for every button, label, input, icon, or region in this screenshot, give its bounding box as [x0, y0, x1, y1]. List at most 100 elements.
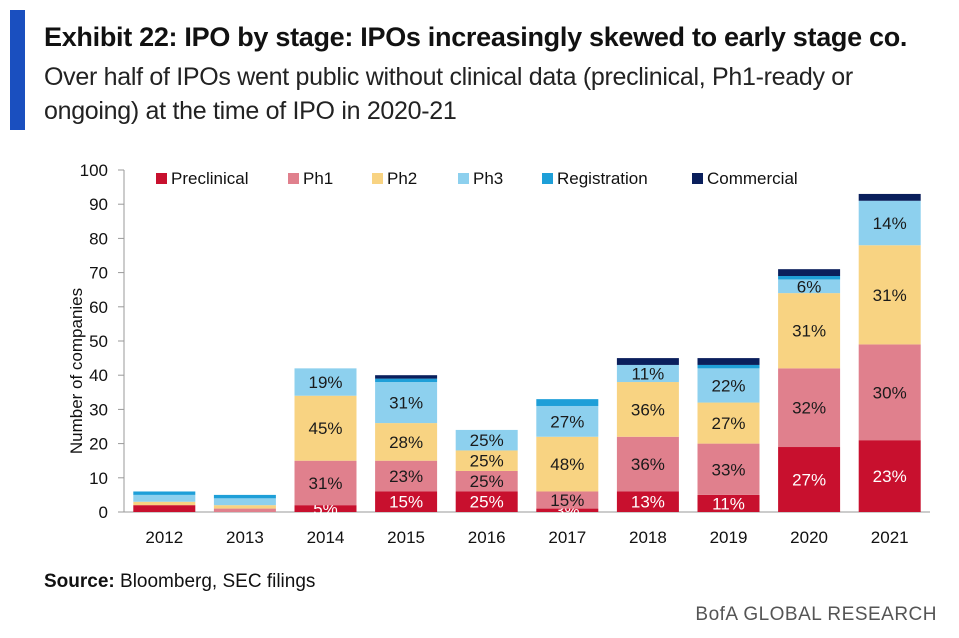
legend-swatch	[288, 173, 299, 184]
y-tick-label: 50	[89, 332, 108, 351]
brand-footer: BofA GLOBAL RESEARCH	[695, 604, 937, 625]
y-tick-label: 60	[89, 298, 108, 317]
bar-segment	[616, 358, 679, 365]
y-tick-label: 30	[89, 400, 108, 419]
data-label: 6%	[797, 277, 822, 296]
legend-swatch	[372, 173, 383, 184]
bar-segment	[375, 378, 438, 383]
data-label: 27%	[550, 412, 584, 431]
data-label: 28%	[389, 433, 423, 452]
legend-swatch	[542, 173, 553, 184]
legend-label: Commercial	[707, 169, 798, 188]
x-tick-label: 2012	[145, 528, 183, 547]
source-label: Source:	[44, 571, 115, 592]
bar-segment	[778, 276, 841, 280]
legend-swatch	[156, 173, 167, 184]
accent-bar	[10, 10, 25, 130]
data-label: 48%	[550, 455, 584, 474]
bar-segment	[375, 382, 438, 424]
bar-segment	[375, 423, 438, 461]
x-tick-label: 2018	[629, 528, 667, 547]
bar-segment	[778, 293, 841, 369]
x-tick-label: 2014	[307, 528, 345, 547]
data-label: 45%	[308, 419, 342, 438]
bar-segment	[133, 491, 196, 495]
bar-segment	[616, 491, 679, 512]
data-label: 23%	[389, 467, 423, 486]
bar-segment	[858, 440, 921, 512]
y-axis-title: Number of companies	[67, 288, 86, 454]
legend-swatch	[692, 173, 703, 184]
data-label: 31%	[792, 322, 826, 341]
legend-label: Registration	[557, 169, 648, 188]
bar-segment	[536, 436, 599, 492]
bar-segment	[536, 405, 599, 437]
bar-segment	[536, 491, 599, 509]
x-tick-label: 2019	[710, 528, 748, 547]
data-label: 25%	[470, 452, 504, 471]
data-label: 30%	[873, 383, 907, 402]
bar-segment	[858, 245, 921, 345]
data-label: 25%	[470, 493, 504, 512]
data-label: 15%	[550, 491, 584, 510]
y-tick-label: 20	[89, 435, 108, 454]
data-label: 19%	[308, 373, 342, 392]
bar-segment	[133, 494, 196, 502]
legend-label: Ph3	[473, 169, 503, 188]
bar-segment	[375, 460, 438, 492]
bar-segment	[697, 364, 760, 369]
data-label: 25%	[470, 472, 504, 491]
bar-segment	[213, 505, 276, 509]
data-label: 36%	[631, 400, 665, 419]
bar-segment	[697, 368, 760, 403]
bar-segment	[536, 399, 599, 406]
data-label: 36%	[631, 455, 665, 474]
bar-segment	[294, 368, 357, 396]
bar-segment	[133, 505, 196, 512]
bar-segment	[294, 460, 357, 506]
data-label: 27%	[792, 471, 826, 490]
y-tick-label: 80	[89, 229, 108, 248]
bar-segment	[616, 436, 679, 492]
legend-swatch	[458, 173, 469, 184]
bar-segment	[858, 193, 921, 201]
data-label: 31%	[389, 394, 423, 413]
bar-segment	[375, 375, 438, 379]
data-label: 13%	[631, 493, 665, 512]
bar-segment	[697, 443, 760, 495]
bar-segment	[133, 501, 196, 506]
y-tick-label: 10	[89, 469, 108, 488]
bar-segment	[778, 368, 841, 448]
bar-segment	[213, 498, 276, 506]
legend-label: Preclinical	[171, 169, 248, 188]
y-tick-label: 100	[80, 161, 108, 180]
legend-label: Ph1	[303, 169, 333, 188]
x-tick-label: 2020	[790, 528, 828, 547]
data-label: 14%	[873, 214, 907, 233]
data-label: 11%	[712, 494, 745, 513]
ipo-stage-chart: 0 10 20 30 40 50 60 70 80 90 100 Number of companie…	[67, 161, 930, 547]
bar-segment	[536, 508, 599, 512]
bar-segment	[213, 494, 276, 499]
data-label: 22%	[711, 376, 745, 395]
bar-segment	[455, 491, 518, 512]
bar-segment	[778, 447, 841, 512]
exhibit-subtitle: Over half of IPOs went public without cl…	[44, 63, 853, 125]
x-tick-label: 2015	[387, 528, 425, 547]
data-label: 31%	[308, 474, 342, 493]
bar-segment	[616, 364, 679, 383]
bar-segment	[697, 494, 760, 512]
x-tick-label: 2021	[871, 528, 909, 547]
bar-segment	[455, 429, 518, 451]
bar-segment	[697, 358, 760, 365]
data-label: 31%	[873, 286, 907, 305]
bar-segment	[778, 269, 841, 277]
y-tick-label: 90	[89, 195, 108, 214]
x-tick-label: 2016	[468, 528, 506, 547]
bar-segment	[858, 344, 921, 441]
source-text: Bloomberg, SEC filings	[120, 571, 316, 592]
data-label: 25%	[470, 431, 504, 450]
bar-segment	[778, 279, 841, 294]
bar-segment	[213, 508, 276, 512]
y-tick-label: 70	[89, 264, 108, 283]
